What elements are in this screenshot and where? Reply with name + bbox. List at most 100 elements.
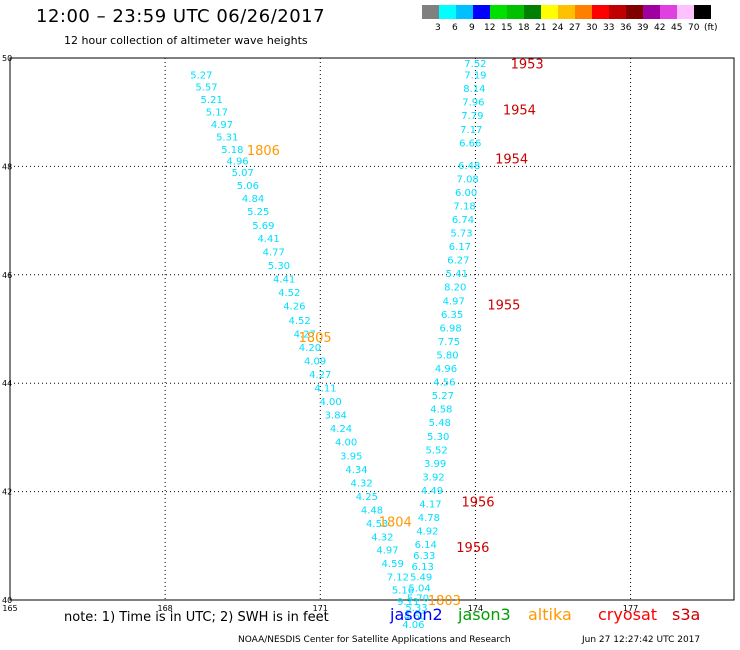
swh-value: 5.27 [432, 391, 454, 402]
legend-tick-label: 15 [501, 23, 513, 33]
swh-value: 3.95 [340, 451, 362, 462]
x-tick-label: 165 [2, 604, 17, 613]
pass-time-label: 1956 [456, 541, 489, 556]
plot-frame [9, 57, 735, 601]
swh-value: 5.06 [237, 181, 259, 192]
swh-value: 5.73 [450, 229, 472, 240]
legend-tick-label: 42 [654, 23, 666, 33]
swh-value: 4.52 [278, 288, 300, 299]
chart-title: 12:00 – 23:59 UTC 06/26/2017 [36, 6, 326, 27]
swh-value: 4.00 [319, 397, 341, 408]
legend-swatch [592, 5, 609, 19]
swh-value: 5.69 [252, 221, 274, 232]
pass-time-label: 1803 [428, 594, 461, 609]
swh-value: 5.25 [247, 207, 269, 218]
legend-swatch [422, 5, 439, 19]
pass-time-label: 1805 [299, 331, 332, 346]
satellite-legend-item: jason3 [458, 605, 511, 624]
legend-tick-label: 39 [637, 23, 649, 33]
swh-value: 4.25 [356, 492, 378, 503]
swh-value: 7.96 [462, 97, 484, 108]
swh-value: 4.60 [404, 612, 426, 623]
swh-value: 4.26 [283, 302, 305, 313]
swh-value: 5.31 [216, 133, 238, 144]
legend-tick-label: 3 [435, 23, 441, 33]
swh-value: 8.20 [444, 283, 466, 294]
swh-value: 4.11 [314, 384, 336, 395]
swh-value: 4.32 [371, 533, 393, 544]
legend-tick-label: 36 [620, 23, 632, 33]
swh-value: 6.33 [413, 551, 435, 562]
agency-credit: NOAA/NESDIS Center for Satellite Applica… [238, 635, 511, 645]
swh-value: 4.52 [288, 316, 310, 327]
swh-value: 6.14 [415, 540, 437, 551]
y-tick-label: 42 [2, 488, 12, 497]
swh-value: 5.07 [232, 168, 254, 179]
swh-value: 4.84 [242, 194, 264, 205]
swh-value: 3.99 [424, 459, 446, 470]
legend-swatch [541, 5, 558, 19]
swh-value: 4.34 [345, 465, 367, 476]
swh-value: 6.48 [458, 161, 480, 172]
pass-time-label: 1953 [511, 57, 544, 72]
swh-value: 5.30 [427, 432, 449, 443]
legend-tick-label: 6 [452, 23, 458, 33]
swh-value: 8.14 [463, 84, 485, 95]
swh-value: 4.09 [304, 356, 326, 367]
swh-value: 7.52 [464, 59, 486, 70]
legend-tick-label: 70 [688, 23, 700, 33]
x-tick-label: 171 [313, 604, 328, 613]
swh-value: 4.06 [402, 620, 424, 631]
legend-swatch [473, 5, 490, 19]
legend-swatch [609, 5, 626, 19]
legend-unit: (ft) [704, 23, 718, 33]
swh-value: 4.96 [226, 156, 248, 167]
satellite-legend-item: jason2 [390, 605, 443, 624]
y-tick-label: 46 [2, 271, 12, 280]
legend-swatch [694, 5, 711, 19]
legend-tick-label: 45 [671, 23, 683, 33]
swh-value: 5.57 [195, 83, 217, 94]
legend-swatch [490, 5, 507, 19]
legend-tick-label: 21 [535, 23, 547, 33]
pass-time-label: 1956 [461, 495, 494, 510]
swh-value: 7.08 [457, 174, 479, 185]
swh-value: 4.97 [443, 296, 465, 307]
swh-value: 4.96 [435, 364, 457, 375]
pass-time-label: 1954 [495, 152, 528, 167]
swh-value: 4.97 [376, 546, 398, 557]
swh-value: 6.27 [447, 256, 469, 267]
swh-value: 7.17 [460, 125, 482, 136]
legend-tick-label: 18 [518, 23, 530, 33]
x-tick-label: 177 [623, 604, 638, 613]
y-tick-label: 50 [2, 54, 12, 63]
satellite-legend-item: cryosat [598, 605, 658, 624]
swh-value: 7.12 [387, 573, 409, 584]
swh-value: 5.80 [436, 350, 458, 361]
swh-value: 4.17 [419, 500, 441, 511]
legend-swatch [558, 5, 575, 19]
swh-value: 4.92 [416, 527, 438, 538]
swh-value: 4.32 [351, 478, 373, 489]
generated-timestamp: Jun 27 12:27:42 UTC 2017 [582, 635, 701, 645]
pass-time-label: 1806 [247, 144, 280, 159]
x-tick-label: 174 [468, 604, 483, 613]
swh-value: 4.27 [309, 370, 331, 381]
swh-value: 4.20 [299, 343, 321, 354]
chart-subtitle: 12 hour collection of altimeter wave hei… [64, 34, 308, 47]
swh-value: 4.00 [335, 438, 357, 449]
swh-value: 6.35 [441, 310, 463, 321]
swh-value: 6.66 [459, 139, 481, 150]
swh-value: 7.79 [461, 111, 483, 122]
swh-value: 4.53 [366, 519, 388, 530]
swh-value: 3.92 [422, 472, 444, 483]
satellite-legend-item: s3a [672, 605, 701, 624]
legend-swatch [677, 5, 694, 19]
legend-tick-label: 33 [603, 23, 615, 33]
swh-value: 4.27 [294, 329, 316, 340]
swh-value: 5.41 [446, 269, 468, 280]
swh-value: 4.78 [418, 513, 440, 524]
swh-value: 4.24 [330, 424, 352, 435]
legend-tick-label: 30 [586, 23, 598, 33]
